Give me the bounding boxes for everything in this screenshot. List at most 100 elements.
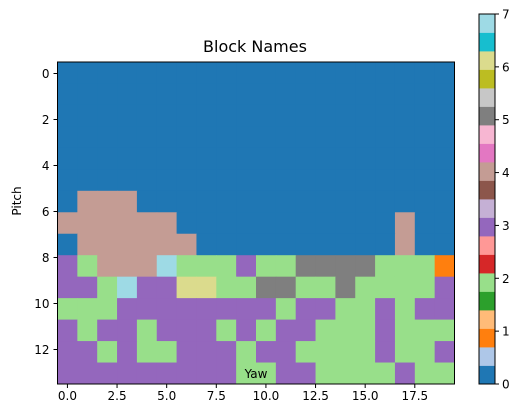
heatmap-cell bbox=[256, 104, 277, 127]
heatmap-cell bbox=[57, 362, 78, 385]
heatmap-cell bbox=[176, 169, 197, 192]
heatmap-cell bbox=[97, 212, 118, 235]
heatmap-cell bbox=[375, 298, 396, 321]
heatmap-cell bbox=[414, 233, 436, 256]
heatmap-cell bbox=[236, 298, 257, 321]
heatmap-cell bbox=[176, 126, 197, 149]
heatmap-cell bbox=[394, 233, 416, 256]
heatmap-cell bbox=[196, 147, 217, 170]
heatmap-cell bbox=[136, 104, 158, 127]
heatmap-cell bbox=[236, 104, 257, 127]
colorbar: 0 1 2 3 4 5 6 7 bbox=[478, 8, 510, 392]
heatmap-cell bbox=[176, 190, 197, 213]
heatmap-cell bbox=[434, 276, 455, 299]
heatmap-cell bbox=[434, 190, 455, 213]
heatmap-cell bbox=[335, 276, 356, 299]
heatmap-cell bbox=[216, 233, 237, 256]
heatmap-cell bbox=[355, 62, 376, 84]
heatmap-cell bbox=[375, 276, 396, 299]
heatmap-cell bbox=[434, 147, 455, 170]
heatmap-cell bbox=[136, 276, 158, 299]
heatmap-cell bbox=[394, 83, 416, 106]
heatmap-cell bbox=[256, 147, 277, 170]
heatmap-cell bbox=[236, 362, 257, 385]
heatmap-cell bbox=[156, 169, 178, 192]
heatmap-cell bbox=[77, 169, 98, 192]
heatmap-cell bbox=[375, 104, 396, 127]
heatmap-cell bbox=[355, 362, 376, 385]
heatmap-cell bbox=[236, 83, 257, 106]
heatmap-cell bbox=[97, 319, 118, 342]
x-tick-label: 10.0 bbox=[253, 389, 280, 403]
heatmap-cell bbox=[216, 190, 237, 213]
heatmap-cell bbox=[355, 169, 376, 192]
heatmap-cell bbox=[355, 298, 376, 321]
heatmap-cell bbox=[156, 255, 178, 278]
heatmap-cell bbox=[375, 362, 396, 385]
heatmap-cell bbox=[216, 212, 237, 235]
y-tick-label: 2 bbox=[42, 113, 50, 127]
heatmap-cell bbox=[77, 126, 98, 149]
heatmap-cell bbox=[117, 255, 138, 278]
heatmap-cell bbox=[295, 319, 317, 342]
heatmap-cell bbox=[315, 212, 336, 235]
colorbar-tick-label: 6 bbox=[502, 60, 510, 74]
heatmap-cell bbox=[156, 212, 178, 235]
heatmap-cell bbox=[176, 341, 197, 364]
heatmap-cell bbox=[394, 298, 416, 321]
heatmap-cell bbox=[315, 276, 336, 299]
colorbar-swatch bbox=[479, 51, 495, 70]
heatmap-cell bbox=[156, 319, 178, 342]
heatmap-cell bbox=[216, 276, 237, 299]
heatmap-cell bbox=[176, 298, 197, 321]
heatmap-cell bbox=[196, 255, 217, 278]
heatmap-cell bbox=[256, 169, 277, 192]
heatmap-cell bbox=[375, 169, 396, 192]
heatmap-cell bbox=[355, 147, 376, 170]
heatmap-cell bbox=[236, 233, 257, 256]
heatmap-cell bbox=[434, 83, 455, 106]
colorbar-swatch bbox=[479, 32, 495, 52]
heatmap-cell bbox=[434, 255, 455, 278]
colorbar-swatch bbox=[479, 143, 495, 163]
y-tick-label: 6 bbox=[42, 205, 50, 219]
heatmap-cell bbox=[236, 341, 257, 364]
heatmap-cell bbox=[57, 298, 78, 321]
heatmap-cell bbox=[335, 104, 356, 127]
colorbar-tick-label: 4 bbox=[502, 166, 510, 180]
heatmap-cell bbox=[156, 298, 178, 321]
heatmap-cell bbox=[136, 298, 158, 321]
x-tick-label: 2.5 bbox=[108, 389, 127, 403]
heatmap-cell bbox=[77, 147, 98, 170]
heatmap-cell bbox=[136, 147, 158, 170]
heatmap-cell bbox=[136, 341, 158, 364]
heatmap-cell bbox=[375, 255, 396, 278]
heatmap-cell bbox=[57, 255, 78, 278]
heatmap-cell bbox=[97, 62, 118, 84]
heatmap-cell bbox=[394, 362, 416, 385]
heatmap-cell bbox=[216, 319, 237, 342]
heatmap-cell bbox=[335, 341, 356, 364]
heatmap-cell bbox=[156, 126, 178, 149]
heatmap-cell bbox=[176, 255, 197, 278]
heatmap-cell bbox=[77, 298, 98, 321]
heatmap-cell bbox=[117, 190, 138, 213]
heatmap-cell bbox=[434, 362, 455, 385]
colorbar-swatch bbox=[479, 180, 495, 200]
heatmap-cell bbox=[315, 126, 336, 149]
heatmap-cell bbox=[216, 104, 237, 127]
heatmap-cell bbox=[355, 104, 376, 127]
heatmap-cell bbox=[335, 62, 356, 84]
heatmap-cell bbox=[355, 276, 376, 299]
heatmap-cell bbox=[275, 233, 297, 256]
heatmap-cell bbox=[275, 104, 297, 127]
heatmap-cell bbox=[355, 255, 376, 278]
heatmap-cell bbox=[414, 147, 436, 170]
colorbar-swatch bbox=[479, 88, 495, 107]
colorbar-tick-label: 2 bbox=[502, 272, 510, 286]
heatmap-cell bbox=[256, 126, 277, 149]
heatmap-cell bbox=[355, 83, 376, 106]
heatmap-cell bbox=[136, 255, 158, 278]
x-axis: 0.0 2.5 5.0 7.5 10.0 12.5 15.0 17.5 bbox=[58, 384, 428, 403]
heatmap-cell bbox=[256, 190, 277, 213]
